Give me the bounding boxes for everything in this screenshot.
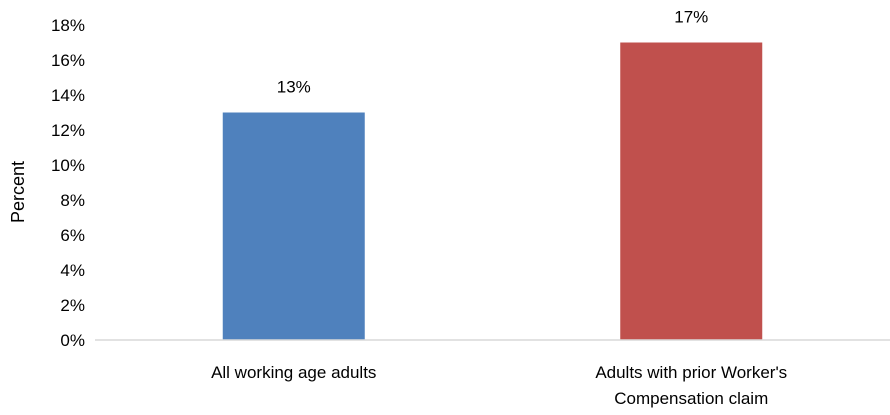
y-tick-label: 12% — [51, 121, 85, 140]
category-labels: All working age adults Adults with prior … — [211, 363, 787, 408]
y-tick-label: 8% — [60, 191, 85, 210]
bar-series — [222, 42, 763, 340]
y-tick-label: 4% — [60, 261, 85, 280]
y-tick-label: 16% — [51, 51, 85, 70]
bar — [222, 112, 365, 340]
y-tick-label: 0% — [60, 331, 85, 350]
category-label: Compensation claim — [614, 389, 768, 408]
category-label: All working age adults — [211, 363, 376, 382]
y-tick-label: 6% — [60, 226, 85, 245]
data-label: 13% — [277, 78, 311, 97]
y-tick-label: 18% — [51, 16, 85, 35]
y-axis-ticks: 0% 2% 4% 6% 8% 10% 12% 14% 16% 18% — [51, 16, 85, 350]
data-labels: 13% 17% — [277, 8, 709, 97]
category-label: Adults with prior Worker's — [595, 363, 787, 382]
y-tick-label: 2% — [60, 296, 85, 315]
y-tick-label: 10% — [51, 156, 85, 175]
data-label: 17% — [674, 8, 708, 27]
y-tick-label: 14% — [51, 86, 85, 105]
bar — [620, 42, 763, 340]
y-axis-title: Percent — [8, 161, 28, 223]
